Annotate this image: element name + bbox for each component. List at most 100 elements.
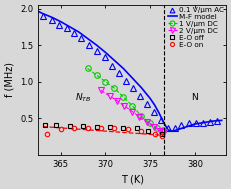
1 V/μm DC [122, 96, 125, 98]
1 V/μm DC [140, 115, 143, 117]
E-O on [153, 132, 156, 135]
M-F model [167, 129, 169, 131]
M-F model [171, 130, 174, 132]
M-F model [153, 104, 156, 106]
0.1 V/μm AC [80, 37, 83, 40]
M-F model [95, 44, 98, 46]
E-O on [140, 129, 143, 132]
2 V/μm DC [109, 95, 111, 97]
0.1 V/μm AC [180, 124, 183, 127]
E-O off [109, 126, 111, 128]
E-O off [43, 124, 46, 126]
M-F model [86, 37, 89, 40]
E-O on [100, 127, 102, 129]
E-O off [82, 125, 85, 127]
M-F model [113, 59, 116, 62]
0.1 V/μm AC [125, 80, 128, 82]
0.1 V/μm AC [209, 121, 211, 123]
0.1 V/μm AC [58, 23, 60, 26]
1 V/μm DC [95, 74, 98, 76]
Line: 1 V/μm DC: 1 V/μm DC [85, 66, 165, 133]
0.1 V/μm AC [132, 87, 134, 89]
1 V/μm DC [156, 127, 159, 129]
M-F model [211, 120, 214, 122]
Line: E-O on: E-O on [45, 125, 164, 138]
E-O on [46, 132, 49, 135]
E-O off [55, 124, 58, 127]
M-F model [158, 112, 161, 114]
0.1 V/μm AC [194, 121, 197, 124]
M-F model [194, 123, 196, 125]
M-F model [104, 51, 107, 53]
M-F model [59, 21, 62, 23]
0.1 V/μm AC [42, 15, 44, 17]
1 V/μm DC [161, 129, 164, 131]
0.1 V/μm AC [95, 50, 98, 52]
E-O on [86, 127, 89, 129]
0.1 V/μm AC [146, 102, 149, 105]
0.1 V/μm AC [152, 111, 155, 113]
1 V/μm DC [113, 87, 116, 89]
Text: $N_{TB}$: $N_{TB}$ [75, 91, 91, 104]
0.1 V/μm AC [66, 27, 68, 29]
0.1 V/μm AC [118, 72, 120, 74]
2 V/μm DC [152, 126, 155, 128]
2 V/μm DC [100, 89, 102, 91]
1 V/μm DC [86, 67, 89, 70]
M-F model [185, 126, 187, 128]
Line: E-O off: E-O off [43, 122, 164, 136]
0.1 V/μm AC [174, 127, 176, 129]
M-F model [122, 67, 125, 70]
M-F model [202, 121, 205, 124]
2 V/μm DC [116, 99, 119, 102]
M-F model [162, 121, 165, 124]
Line: 2 V/μm DC: 2 V/μm DC [98, 88, 166, 135]
1 V/μm DC [104, 81, 107, 83]
Line: 0.1 V/μm AC: 0.1 V/μm AC [40, 13, 220, 130]
M-F model [131, 77, 134, 79]
2 V/μm DC [162, 131, 165, 133]
2 V/μm DC [145, 121, 148, 123]
E-O off [68, 125, 71, 127]
M-F model [176, 129, 178, 131]
M-F model [77, 31, 80, 33]
2 V/μm DC [131, 110, 134, 113]
1 V/μm DC [131, 105, 134, 107]
0.1 V/μm AC [159, 119, 162, 122]
M-F model [220, 119, 223, 122]
Y-axis label: f (MHz): f (MHz) [5, 62, 15, 97]
E-O on [73, 127, 76, 129]
E-O off [95, 126, 98, 128]
Legend: 0.1 V/μm AC, M-F model, 1 V/μm DC, 2 V/μm DC, E-O off, E-O on: 0.1 V/μm AC, M-F model, 1 V/μm DC, 2 V/μ… [167, 6, 225, 48]
M-F model [149, 97, 152, 100]
0.1 V/μm AC [103, 56, 106, 59]
E-O off [147, 129, 150, 132]
E-O on [113, 127, 116, 129]
M-F model [140, 86, 143, 89]
0.1 V/μm AC [110, 64, 113, 67]
E-O on [59, 128, 62, 130]
2 V/μm DC [123, 105, 126, 107]
M-F model [68, 26, 71, 28]
Text: N: N [191, 93, 198, 102]
2 V/μm DC [159, 129, 161, 132]
E-O on [160, 135, 163, 137]
M-F model [37, 10, 40, 13]
0.1 V/μm AC [167, 127, 169, 129]
0.1 V/μm AC [88, 44, 91, 46]
0.1 V/μm AC [201, 121, 204, 124]
E-O off [122, 127, 125, 129]
Line: M-F model: M-F model [38, 12, 222, 131]
M-F model [50, 16, 53, 18]
0.1 V/μm AC [50, 19, 53, 21]
0.1 V/μm AC [73, 32, 76, 35]
0.1 V/μm AC [139, 95, 142, 97]
0.1 V/μm AC [216, 120, 219, 122]
E-O off [135, 127, 138, 129]
M-F model [42, 12, 44, 15]
1 V/μm DC [149, 122, 152, 124]
E-O off [160, 133, 163, 135]
E-O on [126, 128, 129, 130]
0.1 V/μm AC [187, 122, 190, 124]
X-axis label: T (K): T (K) [121, 174, 144, 184]
